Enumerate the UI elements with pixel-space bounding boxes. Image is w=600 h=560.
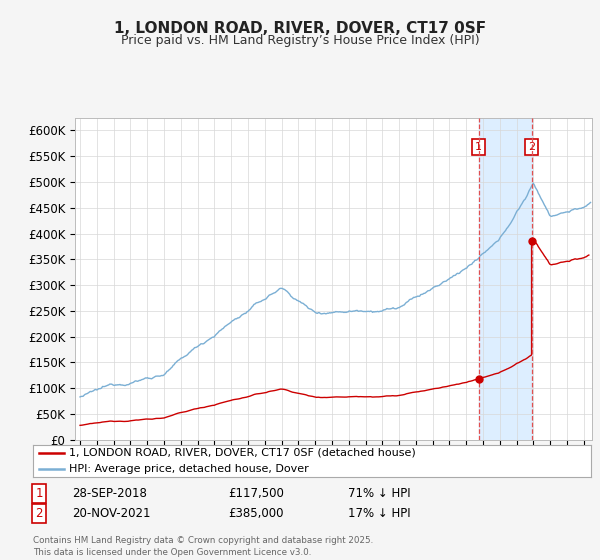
Text: 28-SEP-2018: 28-SEP-2018 [72,487,147,501]
Text: Price paid vs. HM Land Registry’s House Price Index (HPI): Price paid vs. HM Land Registry’s House … [121,34,479,46]
Text: 71% ↓ HPI: 71% ↓ HPI [348,487,410,501]
Text: 1, LONDON ROAD, RIVER, DOVER, CT17 0SF (detached house): 1, LONDON ROAD, RIVER, DOVER, CT17 0SF (… [69,448,416,458]
Text: Contains HM Land Registry data © Crown copyright and database right 2025.
This d: Contains HM Land Registry data © Crown c… [33,536,373,557]
Text: 17% ↓ HPI: 17% ↓ HPI [348,507,410,520]
Bar [479,118,532,440]
Text: 1: 1 [475,142,482,152]
Text: 2: 2 [528,142,535,152]
Text: £385,000: £385,000 [228,507,284,520]
Text: 2: 2 [35,507,43,520]
Text: 1, LONDON ROAD, RIVER, DOVER, CT17 0SF: 1, LONDON ROAD, RIVER, DOVER, CT17 0SF [114,21,486,36]
Text: HPI: Average price, detached house, Dover: HPI: Average price, detached house, Dove… [69,464,309,474]
Text: £117,500: £117,500 [228,487,284,501]
Text: 1: 1 [35,487,43,501]
Text: 20-NOV-2021: 20-NOV-2021 [72,507,151,520]
